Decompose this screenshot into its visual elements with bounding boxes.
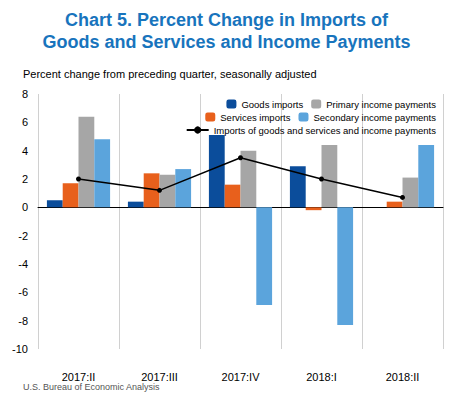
svg-text:8: 8: [22, 88, 28, 100]
svg-text:-8: -8: [18, 315, 28, 327]
svg-text:U.S. Bureau of Economic Analys: U.S. Bureau of Economic Analysis: [23, 382, 160, 392]
svg-text:4: 4: [22, 145, 28, 157]
svg-text:Goods imports: Goods imports: [241, 99, 303, 110]
svg-text:2017:III: 2017:III: [141, 370, 178, 383]
svg-text:-6: -6: [18, 286, 28, 298]
svg-text:-10: -10: [12, 343, 28, 355]
svg-text:2017:IV: 2017:IV: [222, 371, 261, 383]
svg-text:6: 6: [22, 116, 28, 128]
svg-text:Services imports: Services imports: [220, 112, 290, 123]
svg-text:2018:I: 2018:I: [306, 371, 337, 383]
svg-text:Goods and Services and Income: Goods and Services and Income Payments: [42, 32, 410, 52]
svg-text:-2: -2: [18, 230, 28, 242]
svg-text:Percent change from preceding: Percent change from preceding quarter, s…: [23, 68, 317, 80]
svg-text:Chart 5. Percent Change in Imp: Chart 5. Percent Change in Imports of: [65, 10, 389, 30]
svg-text:2018:II: 2018:II: [386, 371, 420, 383]
svg-text:0: 0: [22, 201, 28, 213]
svg-text:-4: -4: [18, 258, 28, 270]
svg-text:Imports of goods and services: Imports of goods and services and income…: [214, 125, 437, 136]
svg-text:Secondary income payments: Secondary income payments: [313, 112, 436, 123]
svg-text:2017:II: 2017:II: [61, 370, 96, 383]
svg-text:2: 2: [22, 173, 28, 185]
svg-text:Primary income payments: Primary income payments: [326, 99, 436, 110]
